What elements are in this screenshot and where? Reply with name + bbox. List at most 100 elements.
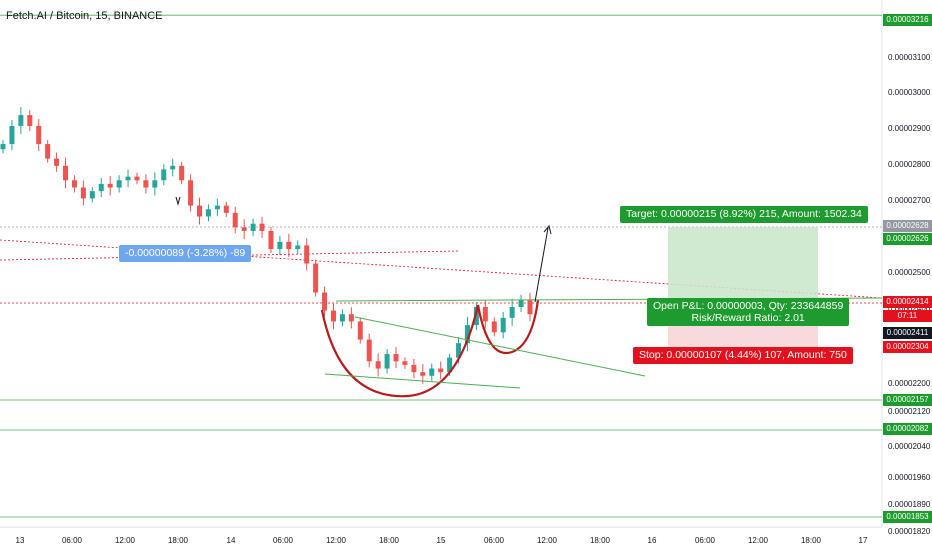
channel-upper-line [354,316,646,377]
y-tick-label: 0.00001960 [888,473,931,482]
down-arrow-icon [175,196,181,206]
candle-body [527,299,533,315]
handle-curve [476,299,540,355]
candle-body [518,299,524,307]
candle-body [322,292,328,311]
candle-body [98,183,104,192]
candle-body [143,180,149,188]
y-tick-label: 0.00002040 [888,442,931,451]
candle-body [411,364,417,373]
candle-body [348,314,354,322]
x-tick-label: 14 [227,536,236,545]
y-tick-label: 0.00002200 [888,379,931,388]
candle-body [357,321,363,340]
candle-body [170,165,176,170]
candle-body [268,230,274,250]
y-tick-label: 0.00001820 [888,527,931,536]
candle-body [259,223,265,231]
candle-body [80,187,86,199]
candle-body [223,205,229,213]
candle-body [375,361,381,369]
candle-body [188,180,194,206]
channel-lower-line [324,373,521,389]
x-tick-label: 06:00 [62,536,83,545]
candle-body [456,343,462,358]
candle-body [286,241,292,250]
x-tick-label: 13 [16,536,25,545]
x-tick-label: 18:00 [801,536,822,545]
y-tick-label: 0.00002120 [888,407,931,416]
x-tick-label: 18:00 [379,536,400,545]
candle-body [420,372,426,376]
measure-label[interactable]: -0.00000089 (-3.28%) -89 [119,245,252,262]
candle-body [197,205,203,217]
candle-body [464,325,470,344]
y-tick-label: 0.00001890 [888,500,931,509]
candle-body [214,205,220,210]
candle-body [116,180,122,188]
candle-body [429,368,435,376]
x-tick-label: 12:00 [115,536,136,545]
candle-body [250,223,256,231]
stop-label[interactable]: Stop: 0.00000107 (4.44%) 107, Amount: 75… [633,347,853,364]
price-tag: 0.00002414 [883,296,932,308]
y-tick-label: 0.00002400 [888,304,931,313]
price-tag: 0.00001853 [883,511,932,523]
x-tick-label: 18:00 [168,536,189,545]
x-tick-label: 16 [648,536,657,545]
candle-body [277,241,283,250]
candle-body [125,176,131,181]
candle-body [179,165,185,181]
profit-zone [668,227,818,303]
price-tag: 0.00002626 [883,233,932,245]
candle-body [473,306,479,326]
candle-body [339,314,345,322]
x-tick-label: 06:00 [273,536,294,545]
candle-body [18,115,24,126]
x-tick-label: 15 [437,536,446,545]
x-tick-label: 18:00 [590,536,611,545]
candle-body [295,245,301,250]
candle-body [438,368,444,373]
candle-body [205,209,211,217]
x-tick-label: 06:00 [695,536,716,545]
candle-body [71,180,77,188]
target-label[interactable]: Target: 0.00000215 (8.92%) 215, Amount: … [620,206,868,223]
chart-title: Fetch.AI / Bitcoin, 15, BINANCE [6,10,163,22]
candle-body [9,125,15,145]
candle-body [330,310,336,322]
y-tick-label: 0.00003000 [888,88,931,97]
projection-arrow [534,227,549,303]
price-tag: 0.00002157 [883,394,932,406]
candle-body [313,263,319,293]
y-tick-label: 0.00002500 [888,268,931,277]
x-tick-label: 17 [859,536,868,545]
x-tick-label: 12:00 [748,536,769,545]
candle-body [152,180,158,188]
candle-body [134,176,140,181]
candle-body [0,144,6,150]
x-tick-label: 06:00 [484,536,505,545]
open-pnl-label[interactable]: Open P&L: 0.00000003, Qty: 233644859 Ris… [647,298,850,326]
arrow-head-icon [543,224,552,235]
y-tick-label: 0.00002800 [888,160,931,169]
candle-body [36,125,42,145]
y-tick-label: 0.00002700 [888,196,931,205]
candle-body [393,354,399,362]
price-tag: 0.00002082 [883,423,932,435]
cup-curve [320,304,480,398]
price-tag: 0.00002411 [883,327,932,339]
x-tick-label: 12:00 [537,536,558,545]
candle-body [241,227,247,231]
price-tag: 07:11 [883,310,932,322]
candle-body [384,354,390,369]
candle-body [232,212,238,228]
candle-body [161,169,167,181]
price-tag: 0.00003216 [883,14,932,26]
y-tick-label: 0.00002900 [888,124,931,133]
price-tag: 0.00002304 [883,341,932,353]
candle-body [63,165,69,181]
candle-body [447,357,453,373]
candle-body [45,144,51,159]
